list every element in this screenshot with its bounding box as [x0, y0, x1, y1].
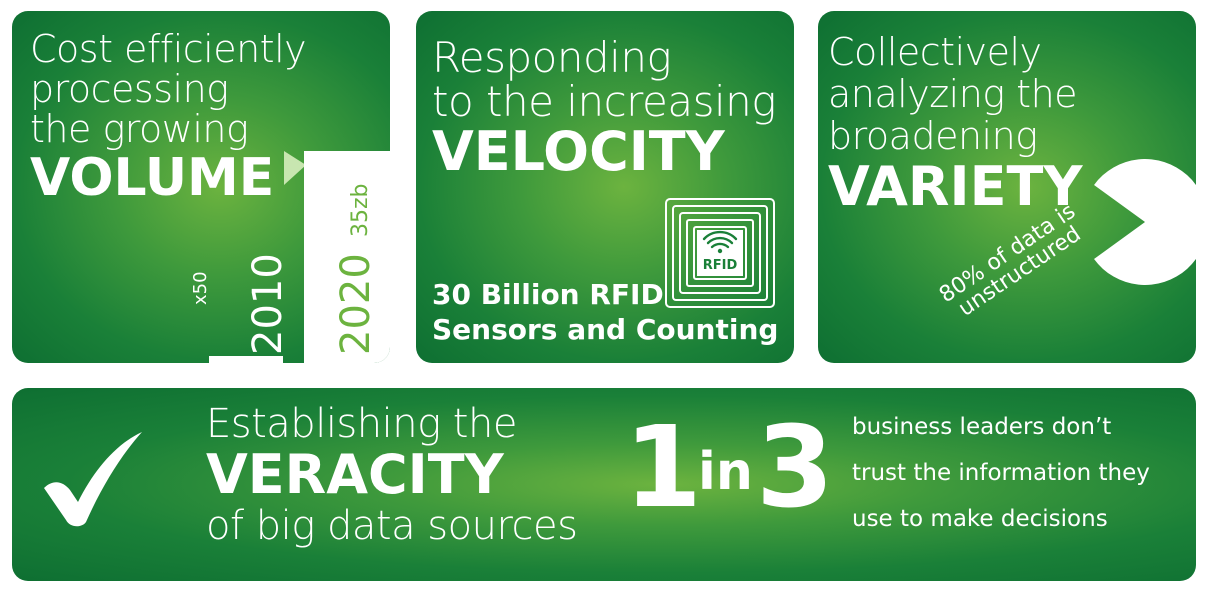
stat-in: in [698, 442, 753, 502]
veracity-heading-line3: of big data sources [206, 503, 578, 549]
growth-arrow-icon [284, 151, 306, 185]
bar-2020 [304, 151, 390, 363]
volume-heading-line3: the growing [30, 107, 249, 151]
rfid-stat-line1: 30 Billion RFID [432, 278, 664, 311]
unstructured-pie-chart [1094, 159, 1196, 285]
stat-text-line1: business leaders don’t [852, 414, 1112, 440]
rfid-tag-icon: RFID [665, 198, 775, 308]
variety-heading-line2: analyzing the [828, 72, 1078, 116]
stat-text-line3: use to make decisions [852, 506, 1108, 532]
variety-heading-line1: Collectively [828, 30, 1042, 74]
volume-heading-line2: processing [30, 67, 229, 111]
velocity-heading-line2: to the increasing [432, 77, 776, 126]
checkmark-icon [44, 432, 142, 527]
multiplier-label: x50 [190, 271, 211, 305]
unstructured-slice [1094, 159, 1196, 285]
rfid-stat-line2: Sensors and Counting [432, 313, 779, 346]
rfid-icon-text: RFID [703, 258, 738, 273]
year-2020-label: 2020 [333, 253, 379, 355]
veracity-title: VERACITY [206, 443, 504, 506]
volume-tile: Cost efficiently processing the growing … [12, 11, 390, 363]
volume-title: VOLUME [30, 148, 275, 208]
velocity-heading-line1: Responding [432, 33, 672, 82]
veracity-tile: Establishing the VERACITY of big data so… [12, 388, 1196, 581]
variety-tile: Collectively analyzing the broadening VA… [818, 11, 1196, 363]
veracity-heading-line1: Establishing the [206, 401, 517, 447]
velocity-title: VELOCITY [432, 120, 725, 183]
stat-text-line2: trust the information they [852, 460, 1150, 486]
stat-number-3: 3 [756, 403, 834, 533]
year-2010-label: 2010 [245, 253, 291, 355]
variety-title: VARIETY [828, 155, 1083, 218]
bar-2010 [209, 356, 283, 363]
amount-2020-label: 35zb [348, 183, 373, 237]
stat-number-1: 1 [624, 403, 702, 533]
variety-heading-line3: broadening [828, 114, 1038, 158]
volume-heading-line1: Cost efficiently [30, 27, 307, 71]
velocity-tile: Responding to the increasing VELOCITY RF… [416, 11, 794, 363]
